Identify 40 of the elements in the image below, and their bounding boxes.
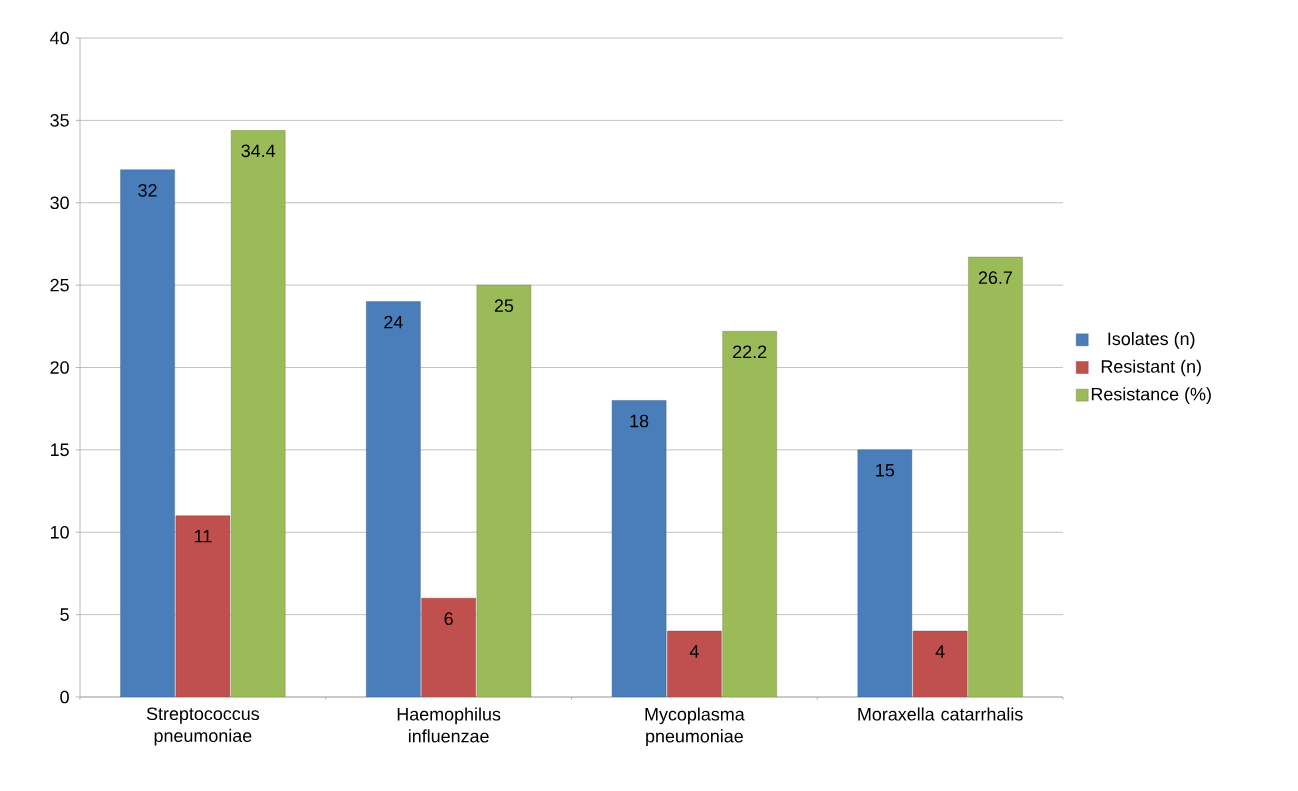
x-tick-label: Streptococcus pneumoniae xyxy=(146,707,260,746)
bar xyxy=(857,449,913,697)
bar xyxy=(476,284,532,697)
bar xyxy=(722,331,777,697)
y-tick-label: 20 xyxy=(50,361,69,374)
data-label: 24 xyxy=(384,315,403,329)
data-label: 4 xyxy=(689,645,699,658)
bar xyxy=(230,130,286,697)
data-label: 18 xyxy=(630,414,649,428)
y-tick-label: 0 xyxy=(60,690,69,704)
bar xyxy=(912,630,968,697)
bar xyxy=(366,301,421,697)
data-label: 6 xyxy=(444,612,453,626)
bar xyxy=(968,256,1023,697)
y-tick-label: 35 xyxy=(50,114,69,127)
data-label: 26.7 xyxy=(978,271,1012,285)
y-tick-label: 30 xyxy=(50,196,69,210)
data-label: 25 xyxy=(494,299,514,313)
legend-label: Resistant (n) xyxy=(1101,359,1201,377)
data-label: 22.2 xyxy=(733,345,767,358)
data-label: 4 xyxy=(935,645,945,658)
y-tick-label: 15 xyxy=(50,443,69,457)
data-label: 32 xyxy=(138,183,157,197)
legend-label: Resistance (%) xyxy=(1091,387,1211,405)
bar xyxy=(667,630,722,697)
data-label: 11 xyxy=(194,529,212,543)
bar xyxy=(611,400,667,697)
bar xyxy=(175,515,231,697)
data-label: 15 xyxy=(876,464,895,477)
x-tick-label: Moraxella catarrhalis xyxy=(858,707,1023,721)
data-label: 34.4 xyxy=(241,144,276,158)
y-tick-label: 25 xyxy=(50,278,69,292)
bar xyxy=(421,597,476,697)
x-tick-label: Haemophilus influenzae xyxy=(397,707,501,743)
legend-label: Isolates (n) xyxy=(1108,331,1195,349)
x-tick-label: Mycoplasma pneumoniae xyxy=(645,707,745,747)
y-tick-label: 40 xyxy=(50,31,69,45)
bar xyxy=(120,169,175,697)
y-tick-label: 5 xyxy=(60,608,69,621)
y-tick-label: 10 xyxy=(50,525,69,539)
